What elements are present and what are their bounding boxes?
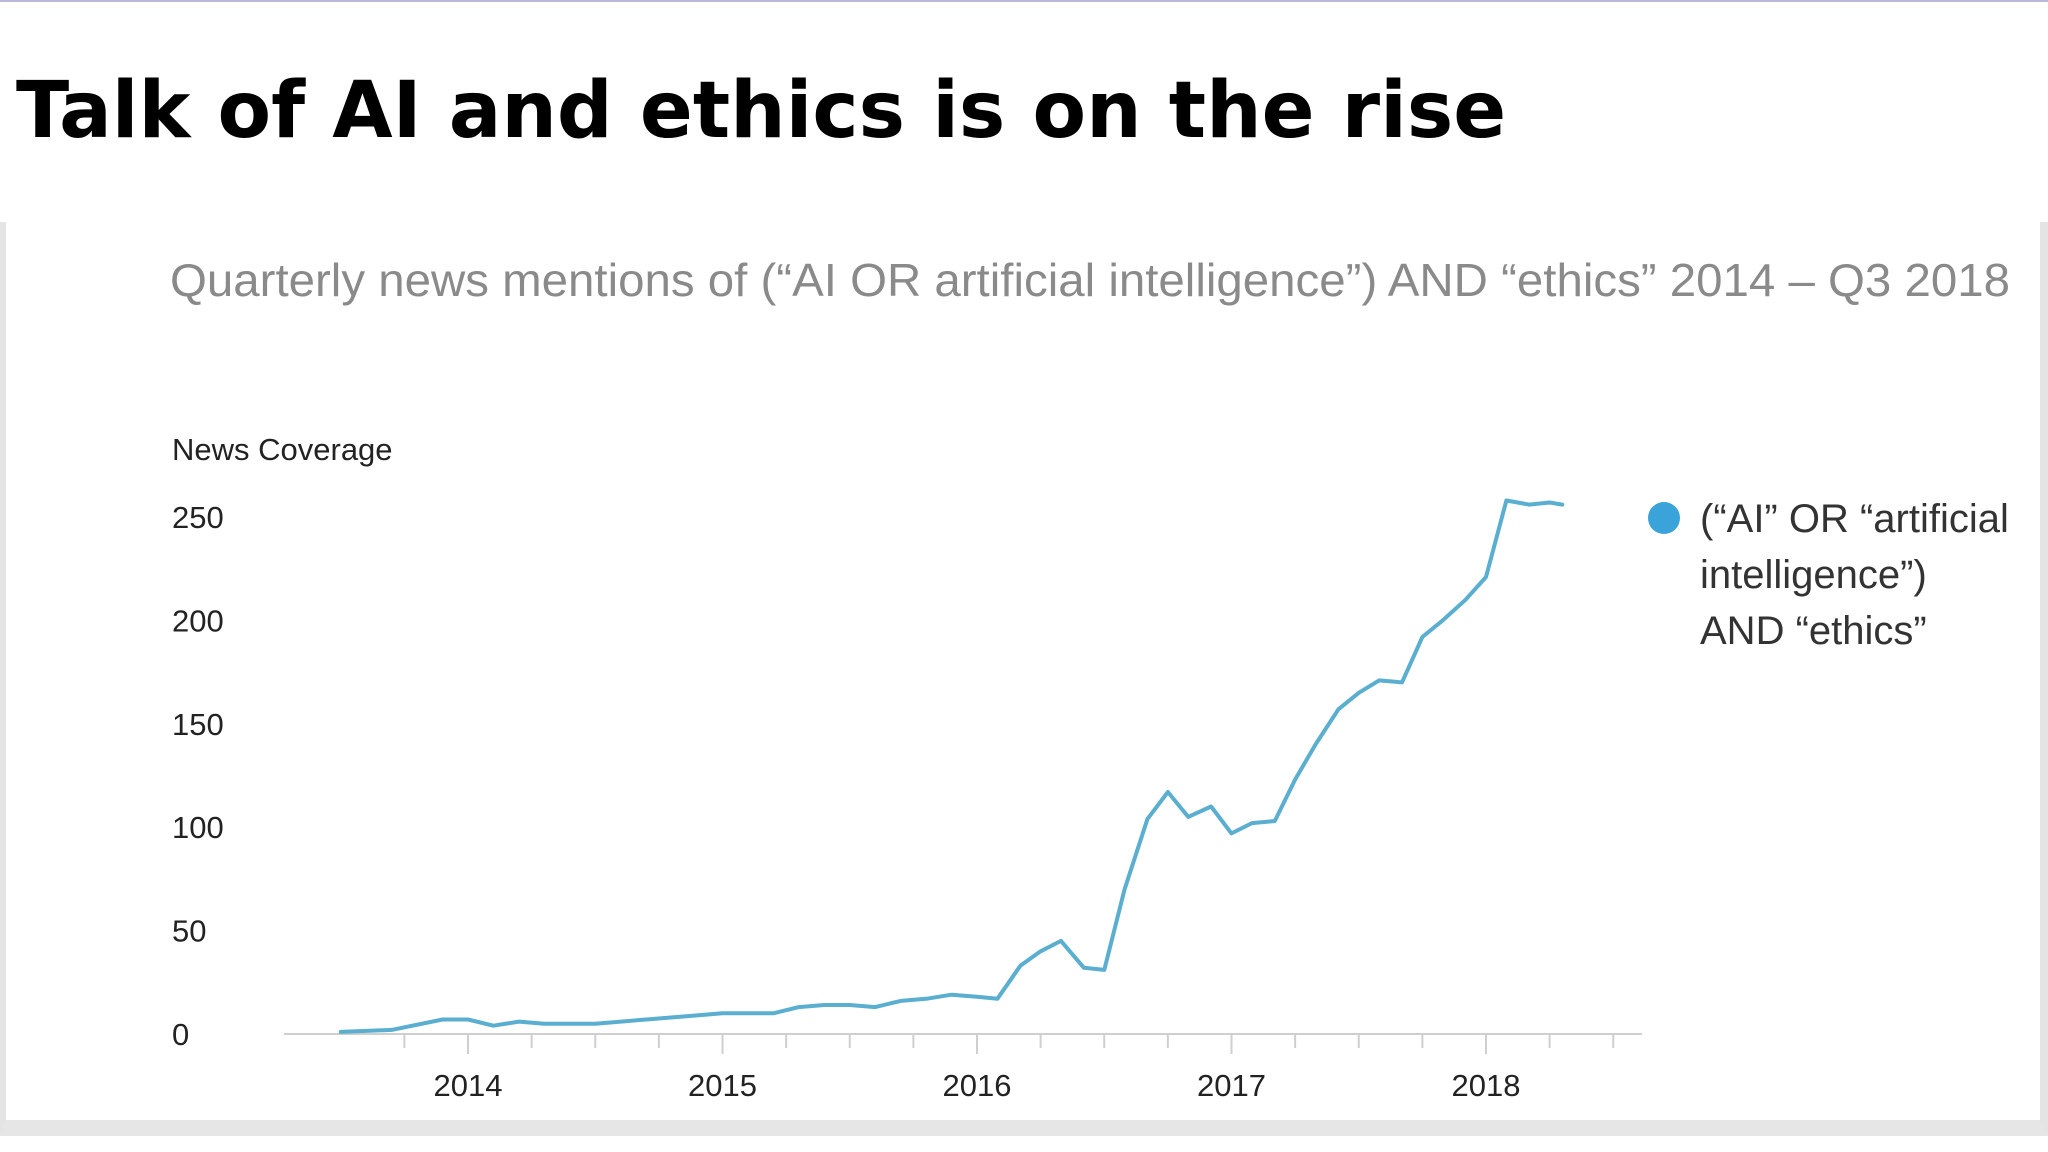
legend-label-line-2: intelligence”) [1700, 553, 1927, 597]
x-tick-label: 2016 [943, 1068, 1012, 1103]
top-rule [0, 0, 2048, 2]
y-tick-label: 0 [172, 1017, 189, 1052]
x-tick-labels: 2014 2015 2016 2017 2018 [434, 1068, 1521, 1103]
y-tick-label: 250 [172, 500, 224, 535]
slide-title: Talk of AI and ethics is on the rise [16, 66, 1507, 156]
series-line [338, 498, 1565, 1034]
y-tick-label: 200 [172, 603, 224, 638]
y-axis-label: News Coverage [172, 432, 393, 467]
x-tick-label: 2017 [1197, 1068, 1266, 1103]
y-tick-label: 50 [172, 914, 206, 949]
legend-marker [1648, 502, 1680, 534]
x-tick-label: 2015 [688, 1068, 757, 1103]
legend-label-line-1: (“AI” OR “artificial [1700, 497, 2009, 541]
legend-label-line-3: AND “ethics” [1700, 609, 1927, 653]
chart-panel [0, 222, 2048, 1136]
y-tick-label: 100 [172, 810, 224, 845]
chart-title: Quarterly news mentions of (“AI OR artif… [170, 254, 2010, 306]
x-tick-label: 2014 [434, 1068, 503, 1103]
legend: (“AI” OR “artificial intelligence”) AND … [1648, 497, 2009, 653]
y-tick-labels: 0 50 100 150 200 250 [172, 500, 224, 1052]
x-minor-ticks [403, 1034, 1615, 1054]
y-tick-label: 150 [172, 707, 224, 742]
x-tick-label: 2018 [1452, 1068, 1521, 1103]
